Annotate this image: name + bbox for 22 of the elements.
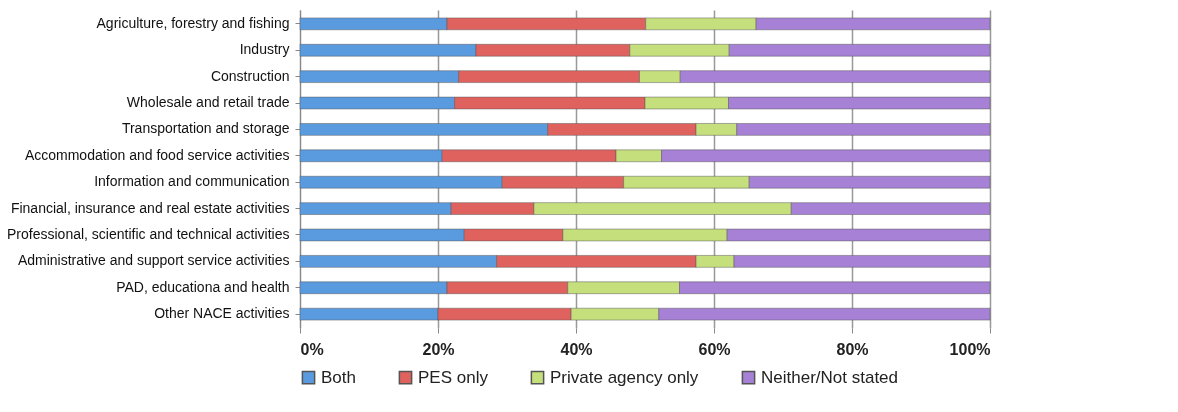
y-tick-label: Transportation and storage	[121, 120, 290, 137]
y-tick-label: Administrative and support service activities	[17, 252, 290, 269]
y-tick-label: Wholesale and retail trade	[126, 94, 290, 111]
y-tick-label: Other NACE activities	[154, 305, 290, 322]
legend-label: PES only	[418, 367, 489, 387]
y-tick-label: Construction	[210, 67, 290, 84]
y-tick-label: Information and communication	[94, 173, 290, 190]
y-tick-label: Industry	[239, 41, 290, 58]
y-tick-label: Professional, scientific and technical activities	[7, 225, 290, 242]
legend-label: Neither/Not stated	[761, 367, 899, 387]
legend-label: Both	[321, 367, 356, 387]
x-tick-label: 60%	[698, 340, 731, 358]
x-tick-label: 80%	[836, 340, 869, 358]
y-tick-label: Accommodation and food service activities	[24, 146, 290, 163]
x-tick-label: 20%	[422, 340, 455, 358]
y-tick-label: Financial, insurance and real estate activities	[10, 199, 290, 216]
x-tick-label: 40%	[560, 340, 593, 358]
x-tick-label: 100%	[949, 340, 991, 358]
y-tick-label: PAD, educationa and health	[116, 278, 290, 295]
legend-label: Private agency only	[550, 367, 699, 387]
x-tick-label: 0%	[300, 340, 324, 358]
y-tick-label: Agriculture, forestry and fishing	[96, 14, 290, 31]
